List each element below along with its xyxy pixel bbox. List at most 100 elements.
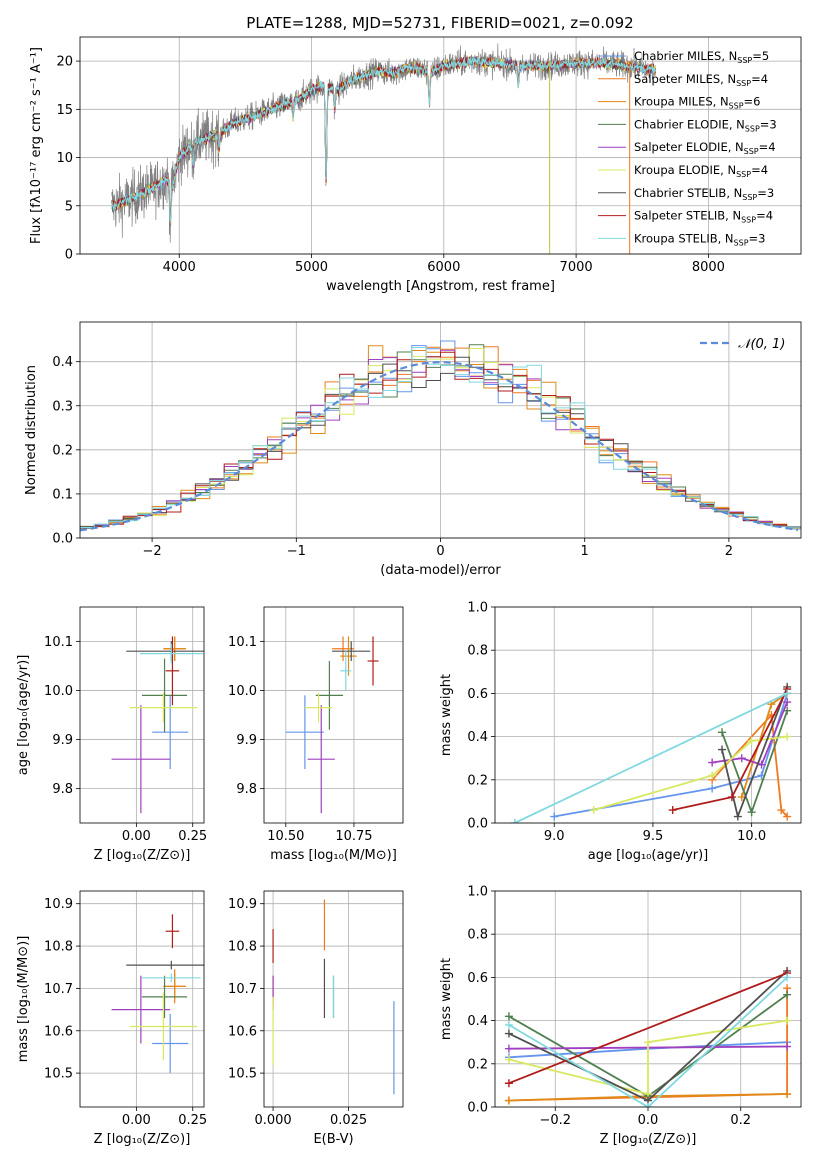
y-tick-label: 0	[65, 248, 73, 263]
y-tick-label: 0.4	[467, 1014, 488, 1029]
plot-area	[80, 340, 801, 532]
errorbar-point	[142, 975, 188, 1019]
weight-point-marker	[783, 698, 792, 707]
plot-area	[510, 682, 792, 823]
weight-series-line	[711, 712, 788, 818]
axes-frame: 9.0 9.5 10.0 0.0 0.2 0.4 0.6 0.8 1.0 age [log₁₀(a…	[439, 601, 802, 863]
weight-series-line	[508, 972, 788, 1085]
y-tick-label: 1.0	[467, 885, 488, 900]
axes-border	[79, 890, 205, 1108]
y-tick-label: 0.2	[467, 773, 488, 788]
y-tick-label: 9.9	[236, 733, 257, 748]
weight-point-marker	[783, 1042, 792, 1051]
weight-series-line	[554, 693, 789, 818]
y-tick-label: 0.4	[52, 355, 73, 370]
panel-ebv-mass	[264, 891, 403, 1107]
x-tick-label: 1	[581, 544, 589, 559]
weight-point-marker	[708, 771, 717, 780]
residual-histogram-step	[80, 348, 801, 529]
weight-point-marker	[504, 1055, 513, 1064]
panel-z-age	[80, 607, 204, 823]
grid	[495, 606, 801, 824]
y-axis-label: age [log₁₀(age/yr)]	[16, 655, 31, 776]
weight-point-marker	[589, 806, 598, 815]
x-tick-label: 9.0	[544, 829, 565, 844]
weight-point-marker	[644, 1038, 652, 1047]
x-tick-label: −0.2	[539, 1113, 571, 1128]
x-tick-label: 0.2	[730, 1113, 751, 1128]
legend-label: Salpeter STELIB, NSSP=4	[634, 209, 773, 225]
x-tick-label: 8000	[692, 260, 725, 275]
errorbar-point	[332, 636, 354, 661]
y-axis-label: Flux [fλ10⁻¹⁷ erg cm⁻² s⁻¹ A⁻¹]	[29, 47, 44, 244]
weight-point-marker	[504, 1044, 513, 1053]
errorbar-point	[165, 636, 180, 706]
axes-border	[494, 606, 802, 824]
errorbar-point	[142, 973, 201, 983]
legend-label: Chabrier MILES, NSSP=5	[634, 49, 769, 65]
x-tick-label: 2	[725, 544, 733, 559]
grid	[264, 607, 403, 823]
x-axis-label: Z [log₁₀(Z/Z⊙)]	[94, 848, 191, 863]
x-axis-label: (data-model)/error	[380, 563, 501, 578]
plot-area	[285, 636, 379, 814]
axes-border	[263, 890, 404, 1108]
errorbar-point	[111, 975, 171, 1044]
y-tick-label: 9.9	[52, 733, 73, 748]
errorbar-point	[163, 636, 186, 661]
axes-frame: 0.000 0.025 10.5 10.6 10.7 10.8 10.9 E(B-V)	[228, 890, 404, 1147]
y-tick-label: 0.6	[467, 687, 488, 702]
legend-label: Salpeter ELODIE, NSSP=4	[634, 140, 776, 156]
weight-series-line	[508, 976, 788, 1107]
normal-curve-line	[80, 361, 799, 532]
weight-point-marker	[504, 1020, 513, 1029]
x-tick-label: 4000	[163, 260, 196, 275]
weight-point-marker	[504, 1012, 513, 1021]
x-tick-label: 0	[436, 544, 444, 559]
errorbar-point	[304, 692, 333, 723]
y-tick-label: 10.9	[44, 897, 73, 912]
errorbar-point	[111, 705, 171, 814]
y-tick-label: 20	[56, 55, 73, 70]
panel-age-weight	[495, 606, 801, 824]
y-tick-label: 10.8	[44, 940, 73, 955]
x-tick-label: 0.000	[254, 1113, 291, 1128]
weight-point-marker	[747, 736, 756, 745]
weight-point-marker	[708, 784, 717, 793]
weight-point-marker	[783, 990, 792, 999]
weight-point-marker	[783, 812, 792, 821]
plot-area	[504, 966, 792, 1107]
errorbar-point	[152, 1013, 189, 1074]
y-tick-label: 10.5	[44, 1067, 73, 1082]
weight-point-marker	[504, 1079, 513, 1088]
y-tick-label: 10.0	[228, 684, 257, 699]
x-tick-label: 0.00	[122, 829, 151, 844]
weight-point-marker	[718, 728, 727, 737]
x-tick-label: 7000	[560, 260, 593, 275]
errorbar-point	[152, 695, 189, 769]
figure-title: PLATE=1288, MJD=52731, FIBERID=0021, z=0…	[246, 14, 633, 32]
errorbar-point	[307, 705, 335, 814]
y-tick-label: 10.1	[44, 635, 73, 650]
residual-histogram-step	[80, 344, 801, 529]
weight-series-line	[593, 735, 788, 811]
y-tick-label: 0.2	[52, 443, 73, 458]
panel-z-weight	[495, 890, 801, 1108]
grid	[80, 607, 204, 823]
weight-point-marker	[708, 758, 717, 767]
grid	[264, 891, 403, 1107]
errorbar-point	[340, 636, 357, 676]
y-axis-label: mass [log₁₀(M/M⊙)]	[16, 936, 31, 1063]
errorbar-point	[315, 661, 344, 730]
x-tick-label: 0.0	[638, 1113, 659, 1128]
y-tick-label: 10	[56, 151, 73, 166]
legend-label: Chabrier STELIB, NSSP=3	[634, 186, 774, 202]
weight-point-marker	[783, 732, 792, 741]
y-tick-label: 0.1	[52, 487, 73, 502]
x-tick-label: −2	[143, 544, 162, 559]
y-tick-label: 0.0	[467, 817, 488, 832]
weight-point-marker	[727, 793, 736, 802]
weight-point-marker	[737, 754, 746, 763]
y-axis-label: Normed distribution	[24, 365, 39, 495]
errorbar-point	[126, 960, 204, 970]
